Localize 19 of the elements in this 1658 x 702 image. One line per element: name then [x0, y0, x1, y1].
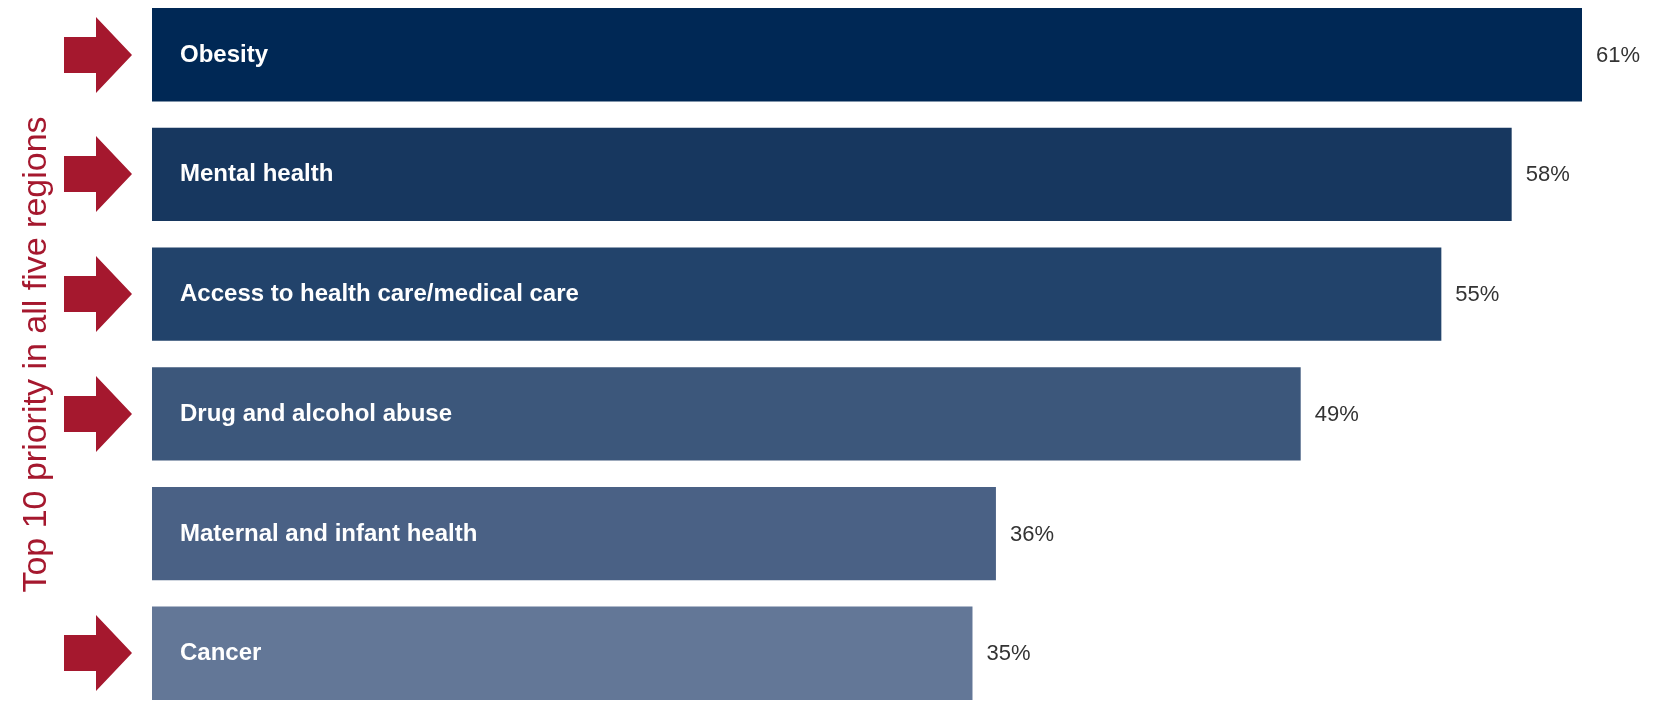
- y-tick-label: Access to health care/medical care: [180, 279, 579, 307]
- y-tick-label: Drug and alcohol abuse: [180, 398, 453, 426]
- data-label: 58%: [1525, 161, 1570, 187]
- bar: [152, 486, 996, 581]
- y-tick-label: Maternal and infant health: [180, 518, 478, 546]
- data-label: 35%: [986, 640, 1031, 666]
- bar: [152, 367, 1301, 461]
- bar: [152, 606, 973, 700]
- bar: [152, 127, 1512, 222]
- bar: [152, 247, 1442, 341]
- bar: [152, 8, 1582, 102]
- y-tick-label: Mental health: [180, 159, 334, 187]
- data-label: 55%: [1455, 281, 1500, 307]
- y-tick-label: Cancer: [180, 638, 262, 666]
- y-tick-label: Obesity: [180, 39, 269, 67]
- data-label: 49%: [1314, 400, 1359, 426]
- data-label: 61%: [1596, 41, 1641, 67]
- data-label: 36%: [1009, 520, 1054, 546]
- y-axis-title: Top 10 priority in all five regions: [14, 116, 53, 593]
